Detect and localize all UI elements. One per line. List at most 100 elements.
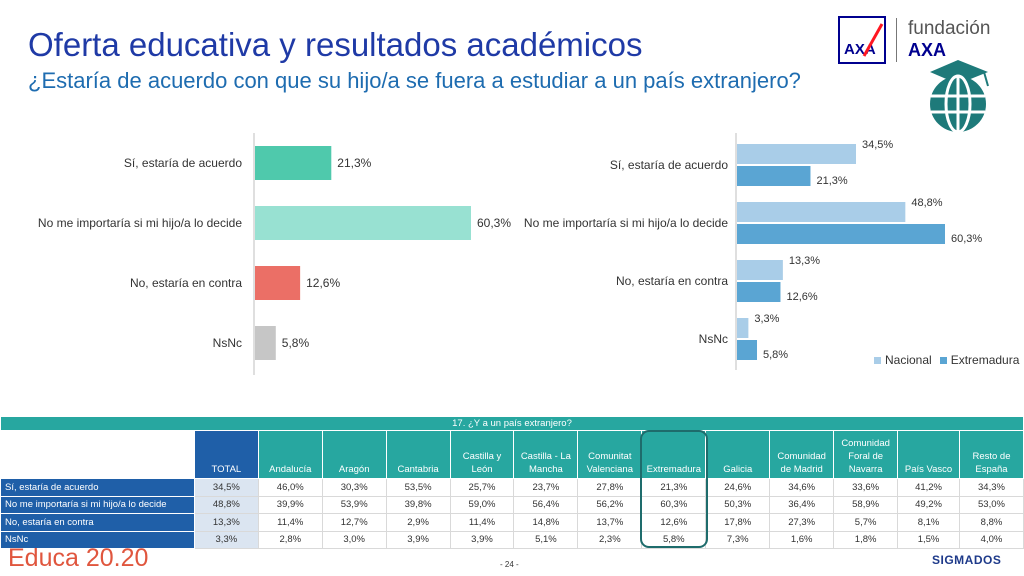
data-label: 12,6% (786, 291, 817, 303)
table-cell: 1,6% (769, 530, 835, 549)
col-header: Comunidad Foral de Navarra (833, 430, 899, 479)
table-row: NsNc 3,3% 2,8% 3,0% 3,9% 3,9% 5,1% 2,3% 5,8% 7,3%… (0, 530, 1024, 549)
logo-axa-text: AXA (908, 40, 947, 60)
bar-nacional (737, 318, 749, 338)
category-label: No, estaría en contra (130, 276, 242, 290)
table-cell: 21,3% (641, 478, 707, 497)
col-header: Galicia (705, 430, 771, 479)
bar-extremadura (737, 224, 945, 244)
col-header: Comunitat Valenciana (577, 430, 643, 479)
col-header: Castilla - La Mancha (513, 430, 579, 479)
category-label: Sí, estaría de acuerdo (124, 156, 242, 170)
col-header: Resto de España (958, 430, 1024, 479)
row-label: Sí, estaría de acuerdo (0, 478, 195, 497)
col-header: Andalucía (257, 430, 323, 479)
table-cell: 8,8% (958, 513, 1024, 532)
table-cell: 39,8% (385, 495, 451, 514)
table-cell: 12,6% (641, 513, 707, 532)
table-cell: 39,9% (257, 495, 323, 514)
data-label: 48,8% (911, 197, 942, 209)
table-cell: 41,2% (897, 478, 960, 497)
bar-extremadura (737, 282, 781, 302)
svg-text:AXA: AXA (844, 41, 876, 58)
table-cell: 36,4% (769, 495, 835, 514)
category-label: NsNc (699, 332, 728, 346)
logo-fundacion-text: fundación (908, 18, 991, 39)
table-cell: 3,9% (385, 530, 451, 549)
table-cell: 46,0% (257, 478, 323, 497)
col-header: Extremadura (641, 430, 707, 479)
table-cell: 2,8% (257, 530, 323, 549)
legend-swatch-extremadura (939, 356, 947, 364)
table-cell: 33,6% (833, 478, 899, 497)
table-cell: 17,8% (705, 513, 771, 532)
bar (255, 206, 471, 240)
table-cell: 56,4% (513, 495, 579, 514)
bar-nacional (737, 144, 857, 164)
table-cell: 3,0% (321, 530, 387, 549)
table-cell: 8,1% (897, 513, 960, 532)
data-label: 12,6% (306, 276, 340, 290)
category-label: No me importaría si mi hijo/a lo decide (38, 216, 242, 230)
col-header: Cantabria (385, 430, 451, 479)
table-cell: 30,3% (321, 478, 387, 497)
category-label: NsNc (213, 336, 242, 350)
table-cell: 14,8% (513, 513, 579, 532)
bar-nacional (737, 260, 783, 280)
category-label: No me importaría si mi hijo/a lo decide (524, 216, 728, 230)
fundacion-axa-logo: AXA fundación AXA (838, 16, 1018, 64)
data-label: 13,3% (789, 255, 820, 267)
table-cell: 34,3% (958, 478, 1024, 497)
axa-emblem-icon: AXA (838, 16, 886, 64)
table-cell: 11,4% (257, 513, 323, 532)
table-cell: 13,3% (193, 513, 259, 532)
table-cell: 53,5% (385, 478, 451, 497)
table-cell: 56,2% (577, 495, 643, 514)
col-header: TOTAL (193, 430, 259, 479)
legend-item-nacional: Nacional (874, 353, 932, 367)
data-label: 21,3% (816, 175, 847, 187)
row-label: No, estaría en contra (0, 513, 195, 532)
bar (255, 266, 301, 300)
data-label: 60,3% (951, 233, 982, 245)
table-row: Sí, estaría de acuerdo 34,5% 46,0% 30,3% 53,… (0, 478, 1024, 497)
chart-legend: Nacional Extremadura (874, 353, 1019, 367)
table-cell: 13,7% (577, 513, 643, 532)
bar-nacional (737, 202, 906, 222)
table-cell: 5,8% (641, 530, 707, 549)
table-cell: 34,6% (769, 478, 835, 497)
data-label: 60,3% (477, 216, 511, 230)
table-cell: 3,3% (193, 530, 259, 549)
graduation-globe-icon (930, 60, 989, 134)
data-label: 3,3% (754, 313, 779, 325)
table-corner (0, 430, 195, 479)
table-cell: 5,1% (513, 530, 579, 549)
table-cell: 5,7% (833, 513, 899, 532)
page-subtitle: ¿Estaría de acuerdo con que su hijo/a se… (28, 68, 801, 93)
table-cell: 3,9% (449, 530, 515, 549)
table-cell: 24,6% (705, 478, 771, 497)
page-number: - 24 - (500, 560, 519, 569)
results-table: 17. ¿Y a un país extranjero? TOTAL Andal… (0, 416, 1024, 549)
table-cell: 25,7% (449, 478, 515, 497)
table-cell: 1,5% (897, 530, 960, 549)
logo-divider (896, 18, 897, 62)
table-cell: 27,8% (577, 478, 643, 497)
data-label: 34,5% (862, 139, 893, 151)
table-cell: 48,8% (193, 495, 259, 514)
col-header: Castilla y León (449, 430, 515, 479)
legend-item-extremadura: Extremadura (939, 353, 1019, 367)
legend-label-nacional: Nacional (885, 353, 932, 367)
table-row: No me importaría si mi hijo/a lo decide 4… (0, 495, 1024, 514)
table-cell: 34,5% (193, 478, 259, 497)
table-row: No, estaría en contra 13,3% 11,4% 12,7% 2,9%… (0, 513, 1024, 532)
table-cell: 50,3% (705, 495, 771, 514)
sigmados-brand: SIGMADOS (932, 553, 1002, 567)
table-cell: 1,8% (833, 530, 899, 549)
row-label: No me importaría si mi hijo/a lo decide (0, 495, 195, 514)
table-cell: 2,9% (385, 513, 451, 532)
col-header: Aragón (321, 430, 387, 479)
bar-extremadura (737, 340, 758, 360)
table-cell: 58,9% (833, 495, 899, 514)
table-cell: 53,0% (958, 495, 1024, 514)
